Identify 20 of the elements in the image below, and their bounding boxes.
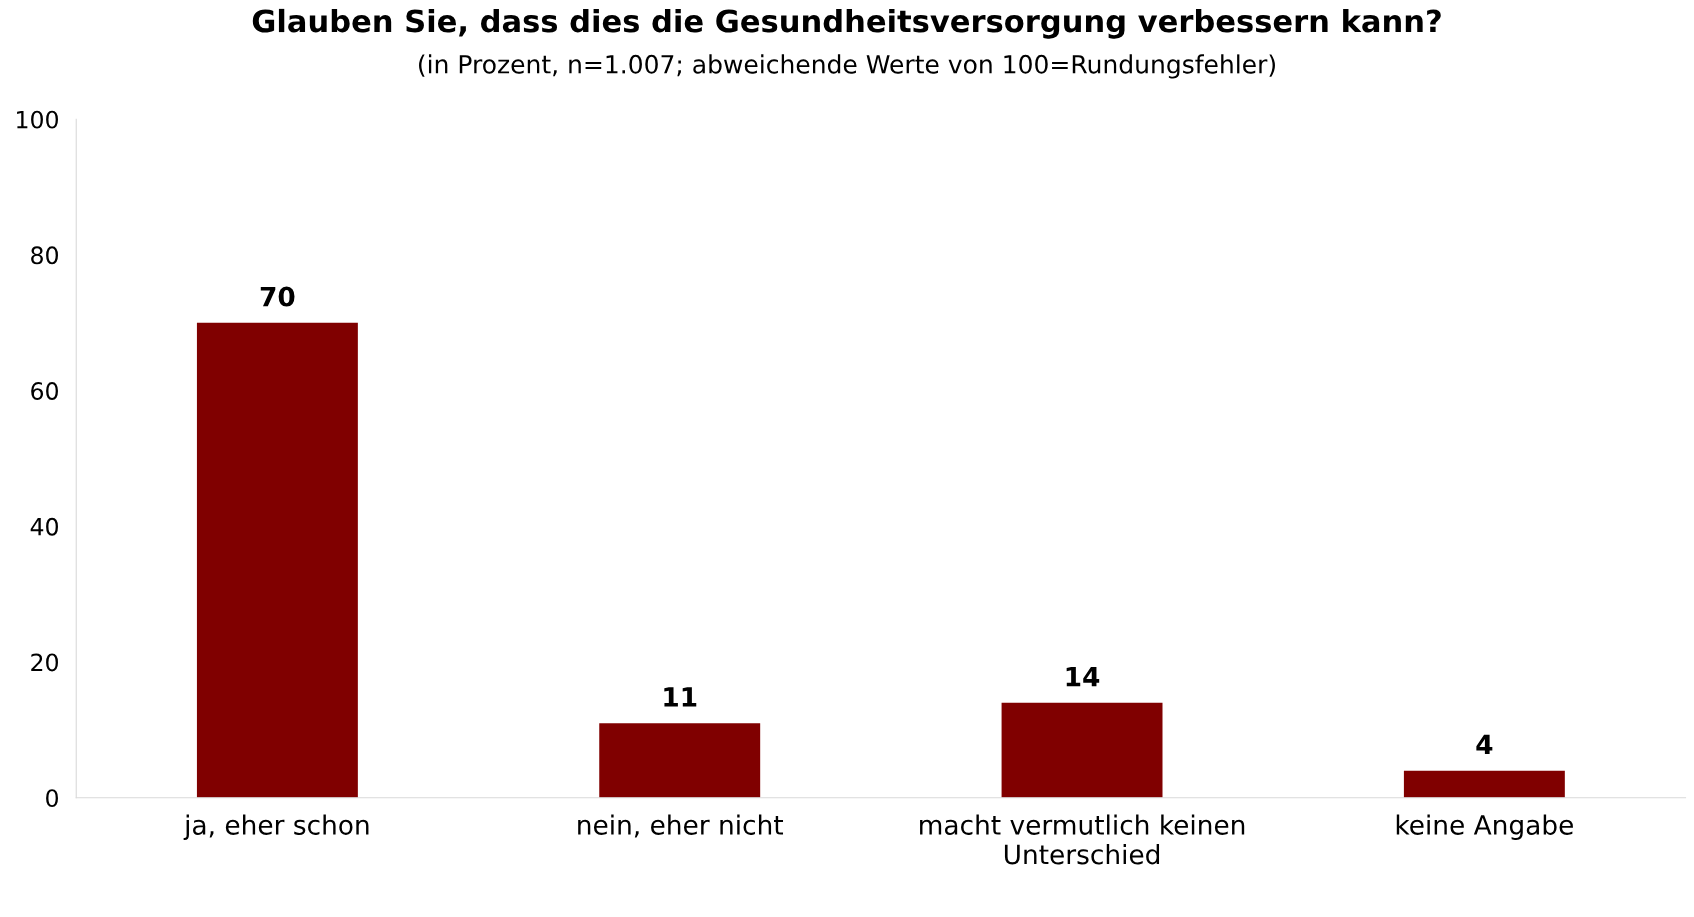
y-tick-label: 60 (31, 382, 58, 400)
bar (196, 322, 358, 798)
x-tick-label: ja, eher schon (183, 814, 369, 840)
data-label: 11 (664, 687, 697, 707)
y-tick-label: 80 (31, 246, 58, 265)
y-tick-label: 20 (31, 653, 58, 672)
y-tick-label: 0 (46, 789, 58, 808)
chart-subtitle: (in Prozent, n=1.007; abweichende Werte von 100=Rundungsfehler) (419, 54, 1275, 79)
bar (1403, 770, 1565, 798)
x-tick-label: nein, eher nicht (578, 814, 784, 838)
chart-title: Glauben Sie, dass dies die Gesundheitsversorgung verbessern kann? (252, 8, 1441, 39)
data-label: 4 (1476, 734, 1493, 755)
bar (599, 723, 761, 798)
x-tick-label: macht vermutlich keinen Unterschied (920, 814, 1245, 865)
data-label: 14 (1066, 666, 1100, 687)
y-tick-label: 100 (17, 110, 58, 129)
y-tick-label: 40 (30, 517, 58, 536)
bar (1001, 702, 1163, 798)
x-tick-label: keine Angabe (1396, 814, 1573, 840)
data-label: 70 (260, 286, 295, 307)
